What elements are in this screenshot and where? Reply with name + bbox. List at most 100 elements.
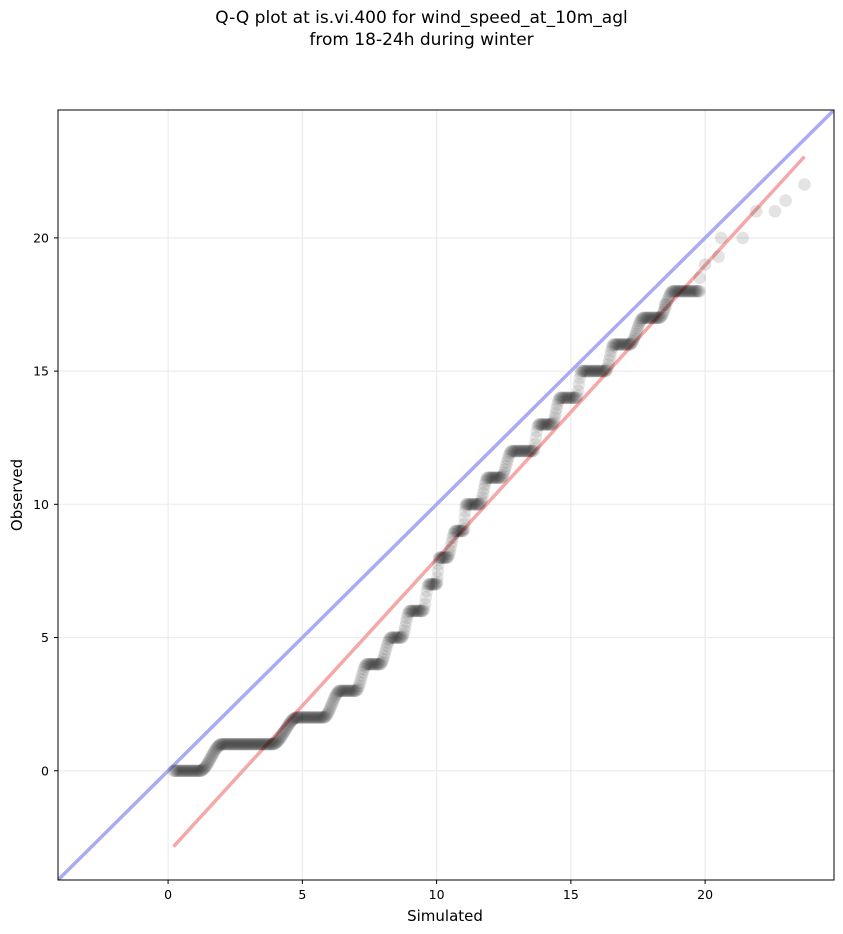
data-point bbox=[215, 737, 229, 751]
data-point bbox=[575, 364, 588, 378]
data-point bbox=[615, 338, 628, 351]
data-point bbox=[510, 444, 524, 458]
data-point bbox=[571, 384, 585, 398]
data-point bbox=[424, 577, 437, 591]
data-point bbox=[189, 764, 203, 778]
data-point bbox=[714, 231, 728, 245]
data-point bbox=[475, 491, 489, 504]
data-point bbox=[712, 250, 725, 263]
data-point bbox=[393, 631, 406, 644]
data-point bbox=[301, 711, 315, 724]
data-point bbox=[222, 737, 236, 751]
data-point bbox=[274, 730, 288, 744]
data-point bbox=[185, 764, 199, 778]
data-point bbox=[183, 764, 196, 778]
data-point bbox=[237, 737, 251, 751]
data-point bbox=[227, 737, 240, 751]
data-point bbox=[736, 231, 750, 245]
data-point bbox=[251, 737, 265, 751]
data-point bbox=[336, 684, 350, 698]
data-point bbox=[319, 710, 333, 723]
data-point bbox=[167, 764, 180, 778]
data-point bbox=[406, 604, 420, 618]
data-point bbox=[258, 737, 271, 751]
data-point bbox=[404, 604, 418, 618]
data-point bbox=[536, 418, 550, 431]
data-point bbox=[273, 733, 286, 746]
data-point bbox=[369, 657, 383, 671]
data-point bbox=[643, 311, 657, 325]
data-point bbox=[411, 604, 425, 618]
data-point bbox=[533, 418, 546, 431]
data-point bbox=[429, 577, 442, 591]
data-point bbox=[195, 763, 209, 777]
data-point bbox=[281, 719, 294, 733]
data-point bbox=[410, 604, 424, 618]
data-point bbox=[597, 364, 610, 378]
data-point bbox=[596, 364, 609, 378]
data-point bbox=[244, 737, 257, 751]
data-point bbox=[665, 285, 679, 298]
data-point bbox=[381, 636, 395, 649]
data-point bbox=[467, 498, 480, 511]
data-point bbox=[651, 311, 664, 325]
data-point bbox=[449, 524, 462, 538]
data-point bbox=[353, 676, 367, 690]
data-point bbox=[564, 391, 578, 405]
data-point bbox=[631, 322, 644, 335]
data-point bbox=[554, 391, 568, 405]
data-point bbox=[317, 711, 331, 724]
data-point bbox=[453, 524, 466, 538]
data-point bbox=[691, 284, 704, 298]
data-point bbox=[260, 737, 273, 751]
chart-title: Q-Q plot at is.vi.400 for wind_speed_at_… bbox=[0, 7, 843, 51]
data-point bbox=[530, 425, 544, 438]
data-point bbox=[460, 498, 474, 511]
data-point bbox=[580, 364, 594, 378]
data-point bbox=[407, 604, 421, 618]
data-point bbox=[221, 737, 235, 751]
data-point bbox=[286, 712, 300, 726]
data-point bbox=[668, 284, 682, 298]
data-point bbox=[655, 310, 668, 323]
data-point bbox=[270, 736, 283, 749]
data-point bbox=[276, 727, 290, 741]
data-point bbox=[370, 657, 384, 671]
data-point bbox=[474, 497, 487, 510]
data-point bbox=[425, 577, 438, 591]
data-point bbox=[587, 364, 601, 378]
data-point bbox=[677, 284, 690, 298]
data-point bbox=[298, 711, 311, 724]
data-point bbox=[304, 711, 318, 724]
data-point bbox=[259, 737, 272, 751]
data-point bbox=[607, 338, 621, 351]
data-point bbox=[282, 718, 295, 732]
data-point bbox=[361, 657, 375, 671]
data-point bbox=[348, 684, 362, 698]
data-point bbox=[605, 341, 619, 355]
data-point bbox=[391, 631, 404, 644]
data-point bbox=[501, 452, 515, 466]
data-point bbox=[432, 551, 446, 564]
data-point bbox=[590, 364, 603, 378]
data-point bbox=[169, 764, 182, 778]
data-point bbox=[663, 288, 677, 301]
data-point bbox=[395, 631, 408, 644]
data-point bbox=[611, 338, 625, 351]
data-point bbox=[561, 391, 574, 405]
data-point bbox=[208, 743, 222, 757]
data-point bbox=[635, 312, 648, 326]
data-point bbox=[249, 737, 263, 751]
data-point bbox=[296, 711, 309, 724]
data-point bbox=[327, 692, 341, 705]
data-point bbox=[549, 406, 562, 420]
data-point bbox=[477, 482, 491, 496]
data-point bbox=[344, 684, 357, 698]
data-point bbox=[458, 517, 471, 531]
data-point bbox=[545, 418, 559, 431]
data-point bbox=[308, 711, 322, 724]
data-point bbox=[168, 764, 181, 778]
data-point bbox=[463, 498, 477, 511]
data-point bbox=[384, 631, 398, 644]
data-point bbox=[412, 604, 426, 618]
